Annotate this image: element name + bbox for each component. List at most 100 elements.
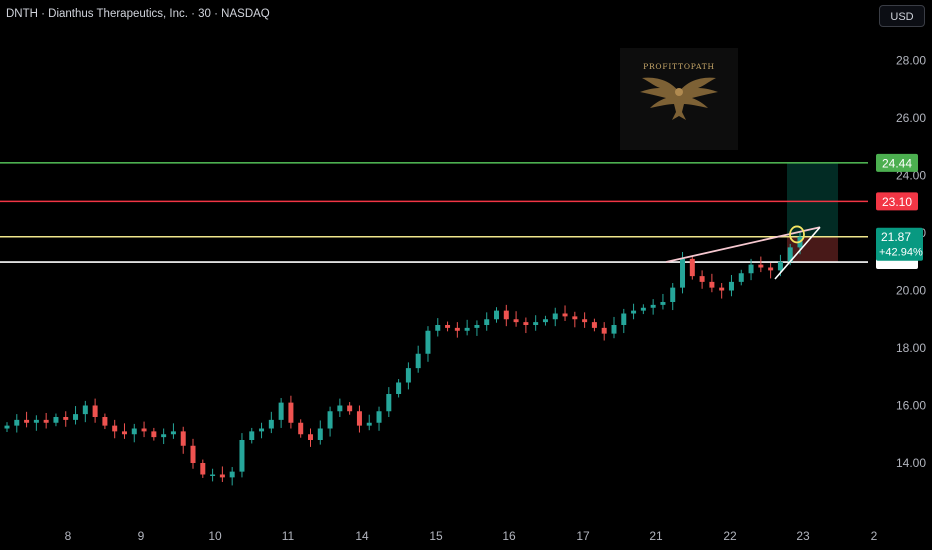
candle-body (699, 276, 705, 282)
candle-body (680, 258, 686, 288)
last-price-change: +42.94% (879, 247, 923, 259)
x-tick-label: 15 (429, 529, 443, 543)
candle-body (552, 313, 558, 320)
candle-body (572, 316, 578, 320)
candle-body (415, 353, 421, 369)
candle-body (503, 310, 509, 320)
x-tick-label: 17 (576, 529, 590, 543)
candle-body (670, 287, 676, 302)
x-tick-label: 16 (502, 529, 516, 543)
candle-body (102, 417, 108, 426)
target-price-tag: 24.44 (882, 156, 912, 170)
candle-body (249, 431, 255, 440)
candle-body (621, 313, 627, 325)
y-tick-label: 24.00 (896, 169, 926, 183)
candle-body (660, 302, 666, 305)
y-tick-label: 26.00 (896, 111, 926, 125)
target-price-tag-bg (876, 153, 918, 172)
last-price-tag-bg (876, 227, 923, 261)
candle-body (298, 422, 304, 435)
x-tick-label: 14 (355, 529, 369, 543)
candle-body (121, 431, 127, 435)
candle-body (210, 474, 216, 476)
candle-body (112, 425, 118, 432)
candle-body (151, 431, 157, 438)
candle-body (200, 463, 206, 475)
candle-body (92, 405, 98, 417)
candle-body (24, 419, 30, 423)
candle-body (63, 417, 69, 420)
candle-body (268, 419, 274, 429)
trendline-upper[interactable] (665, 226, 821, 263)
candle-body (454, 327, 460, 331)
candle-body (347, 405, 353, 412)
candle-body (728, 281, 734, 291)
candle-body (768, 267, 774, 271)
candle-body (405, 368, 411, 383)
candle-body (748, 264, 754, 274)
currency-button[interactable]: USD (879, 5, 925, 27)
candle-body (425, 330, 431, 354)
candle-body (582, 319, 588, 323)
candle-body (591, 322, 597, 328)
candle-body (689, 258, 695, 277)
candle-body (611, 325, 617, 334)
candle-body (366, 422, 372, 426)
candle-body (474, 325, 480, 328)
x-tick-label: 10 (208, 529, 222, 543)
stop-price-tag-bg (876, 192, 918, 211)
y-tick-label: 14.00 (896, 456, 926, 470)
candle-body (386, 394, 392, 412)
candle-body (376, 411, 382, 423)
last-price-value: 21.87 (881, 230, 911, 244)
y-tick-label: 16.00 (896, 399, 926, 413)
x-tick-label: 9 (138, 529, 145, 543)
candle-body (542, 319, 548, 323)
candle-body (777, 261, 783, 271)
candle-body (787, 247, 793, 262)
candle-body (33, 419, 39, 423)
x-tick-label: 8 (65, 529, 72, 543)
candle-body (190, 445, 196, 463)
loss-zone (787, 236, 838, 263)
price-axis[interactable] (868, 0, 932, 550)
candle-body (141, 428, 147, 432)
candle-body (14, 419, 20, 426)
candle-body (464, 327, 470, 331)
candle-body (327, 411, 333, 429)
candle-body (337, 405, 343, 412)
watermark-logo: PROFITTOPATH (620, 48, 738, 150)
candle-body (170, 431, 176, 435)
candle-body (494, 310, 500, 320)
candle-body (601, 327, 607, 334)
breakout-circle[interactable] (789, 225, 805, 244)
trendline-lower[interactable] (774, 226, 821, 280)
candle-body (562, 313, 568, 317)
candle-body (131, 428, 137, 435)
candle-body (396, 382, 402, 394)
profit-zone (787, 162, 838, 237)
candle-body (317, 428, 323, 440)
candle-body (523, 322, 529, 325)
candle-body (356, 411, 362, 426)
candle-body (445, 325, 451, 328)
x-tick-label: 21 (649, 529, 663, 543)
candle-body (259, 428, 265, 432)
candle-body (631, 310, 637, 314)
candle-body (161, 434, 167, 438)
y-tick-label: 18.00 (896, 341, 926, 355)
x-tick-label: 11 (282, 529, 295, 543)
candle-body (219, 474, 225, 478)
candle-body (738, 273, 744, 282)
candle-body (758, 264, 764, 268)
candle-body (513, 319, 519, 323)
symbol-title: DNTH · Dianthus Therapeutics, Inc. · 30 … (6, 8, 270, 20)
candle-body (239, 440, 245, 472)
candle-body (435, 325, 441, 331)
candle-body (709, 281, 715, 288)
candle-body (640, 307, 646, 311)
y-tick-label: 28.00 (896, 54, 926, 68)
candle-body (180, 431, 186, 446)
x-tick-label: 23 (796, 529, 810, 543)
